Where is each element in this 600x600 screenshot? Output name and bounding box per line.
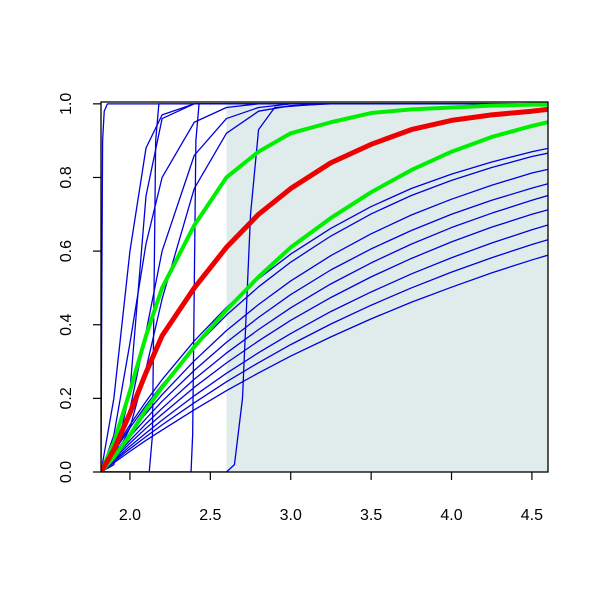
- series-line: [101, 183, 548, 472]
- shaded-region: [226, 102, 548, 472]
- series-line: [101, 120, 548, 472]
- x-tick-label: 4.5: [521, 507, 543, 524]
- plot-area: [101, 102, 548, 472]
- y-tick-label: 0.6: [58, 240, 75, 262]
- series-line: [101, 152, 548, 472]
- series-line: [101, 224, 548, 472]
- y-tick-label: 0.8: [58, 166, 75, 188]
- x-tick-label: 2.5: [199, 507, 221, 524]
- x-tick-label: 4.0: [440, 507, 462, 524]
- y-tick-label: 1.0: [58, 93, 75, 115]
- series-line: [101, 103, 548, 472]
- series-line: [101, 239, 548, 472]
- series-line: [101, 102, 548, 472]
- series-line: [101, 103, 548, 472]
- series-line: [101, 106, 548, 472]
- series-line: [101, 254, 548, 472]
- y-tick-label: 0.0: [58, 461, 75, 483]
- plot-frame: [100, 101, 549, 473]
- x-tick-label: 2.0: [119, 507, 141, 524]
- y-tick-label: 0.4: [58, 314, 75, 336]
- series-line: [101, 194, 548, 472]
- series-line: [101, 147, 548, 472]
- y-tick-label: 0.2: [58, 387, 75, 409]
- series-line: [101, 209, 548, 472]
- x-tick-label: 3.0: [280, 507, 302, 524]
- x-tick-label: 3.5: [360, 507, 382, 524]
